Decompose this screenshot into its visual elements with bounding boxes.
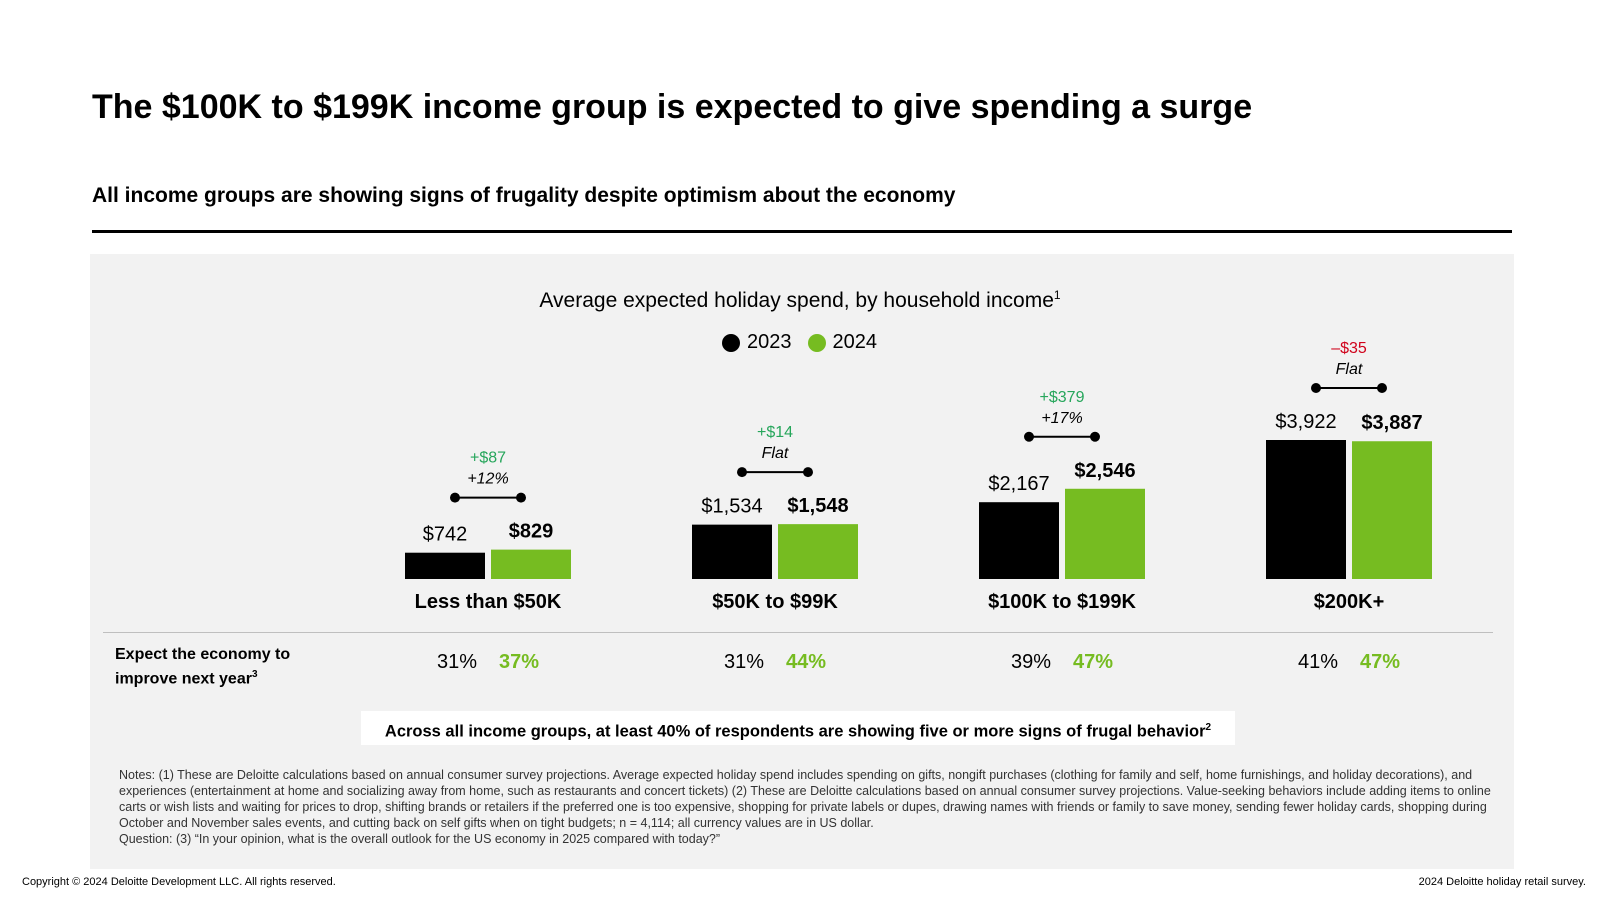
page-subtitle: All income groups are showing signs of f… [92, 184, 956, 207]
change-percent-label: +12% [467, 471, 508, 488]
data-label-2024: $829 [509, 521, 554, 543]
legend-swatch-2024 [807, 333, 826, 352]
data-label-2024: $1,548 [787, 495, 848, 517]
data-label-2023: $2,167 [988, 473, 1049, 495]
economy-value-2024: 47% [1073, 651, 1114, 673]
page-title: The $100K to $199K income group is expec… [92, 88, 1253, 126]
source-footer: 2024 Deloitte holiday retail survey. [1418, 876, 1586, 888]
bar-2023 [405, 552, 485, 579]
change-amount-label: +$14 [757, 424, 793, 441]
legend-label-2024: 2024 [832, 331, 878, 353]
change-percent-label: Flat [1336, 361, 1363, 378]
economy-row-divider [103, 632, 1493, 633]
change-connector-dot-left [737, 467, 747, 478]
economy-value-2024: 47% [1360, 651, 1401, 673]
change-connector-dot-left [1311, 383, 1321, 393]
economy-value-2023: 31% [723, 651, 764, 673]
economy-value-2023: 39% [1010, 651, 1051, 673]
change-connector-dot-left [450, 492, 460, 503]
change-percent-label: Flat [762, 445, 789, 462]
change-connector-dot-right [1090, 431, 1100, 442]
data-label-2023: $1,534 [701, 496, 762, 518]
category-label: $50K to $99K [712, 591, 838, 613]
data-label-2024: $2,546 [1074, 460, 1135, 482]
change-connector-dot-left [1024, 431, 1034, 442]
legend-item-2023: 2023 [722, 331, 792, 354]
economy-values-group-3: 39% 47% [972, 651, 1152, 674]
category-label: Less than $50K [415, 591, 562, 613]
change-amount-label: –$35 [1331, 340, 1367, 357]
frugality-callout: Across all income groups, at least 40% o… [361, 711, 1235, 745]
notes-section: Notes: (1) These are Deloitte calculatio… [119, 767, 1494, 847]
data-label-2023: $742 [423, 524, 468, 546]
chart-title-text: Average expected holiday spend, by house… [539, 289, 1054, 312]
bar-2023 [1266, 440, 1346, 579]
category-label: $100K to $199K [988, 591, 1136, 613]
bar-2023 [692, 524, 772, 579]
bar-2024 [1352, 441, 1432, 579]
economy-value-2024: 44% [786, 651, 827, 673]
title-divider [92, 230, 1512, 233]
chart-legend: 2023 2024 [722, 331, 893, 354]
copyright-footer: Copyright © 2024 Deloitte Development LL… [22, 876, 336, 888]
chart-title-footnote: 1 [1053, 288, 1061, 302]
change-connector-dot-right [1377, 383, 1387, 393]
bar-2024 [491, 549, 571, 579]
question-text: Question: (3) “In your opinion, what is … [119, 832, 721, 846]
economy-row-label: Expect the economy to improve next year3 [115, 645, 290, 689]
legend-label-2023: 2023 [747, 331, 792, 353]
callout-text: Across all income groups, at least 40% o… [384, 722, 1206, 741]
legend-swatch-2023 [722, 333, 740, 352]
bar-2023 [979, 502, 1059, 579]
change-percent-label: +17% [1041, 410, 1082, 427]
bar-2024 [1065, 488, 1145, 579]
economy-value-2023: 41% [1297, 651, 1338, 673]
chart-title: Average expected holiday spend, by house… [0, 288, 1600, 313]
data-label-2023: $3,922 [1275, 411, 1336, 433]
callout-footnote: 2 [1205, 722, 1212, 733]
change-connector-dot-right [803, 467, 813, 478]
economy-value-2023: 31% [436, 651, 477, 673]
economy-value-2024: 37% [499, 651, 540, 673]
change-connector-dot-right [516, 492, 526, 503]
change-amount-label: +$379 [1040, 389, 1085, 406]
economy-label-line1: Expect the economy to [115, 646, 291, 663]
economy-values-group-2: 31% 44% [685, 651, 865, 674]
economy-label-footnote: 3 [251, 669, 258, 680]
economy-label-line2: improve next year [115, 670, 252, 688]
economy-values-group-4: 41% 47% [1259, 651, 1439, 674]
economy-values-group-1: 31% 37% [398, 651, 578, 674]
change-amount-label: +$87 [470, 450, 506, 467]
legend-item-2024: 2024 [807, 331, 878, 354]
notes-text: Notes: (1) These are Deloitte calculatio… [119, 768, 1491, 830]
category-label: $200K+ [1314, 591, 1385, 613]
bar-2024 [778, 524, 858, 579]
data-label-2024: $3,887 [1361, 412, 1422, 434]
